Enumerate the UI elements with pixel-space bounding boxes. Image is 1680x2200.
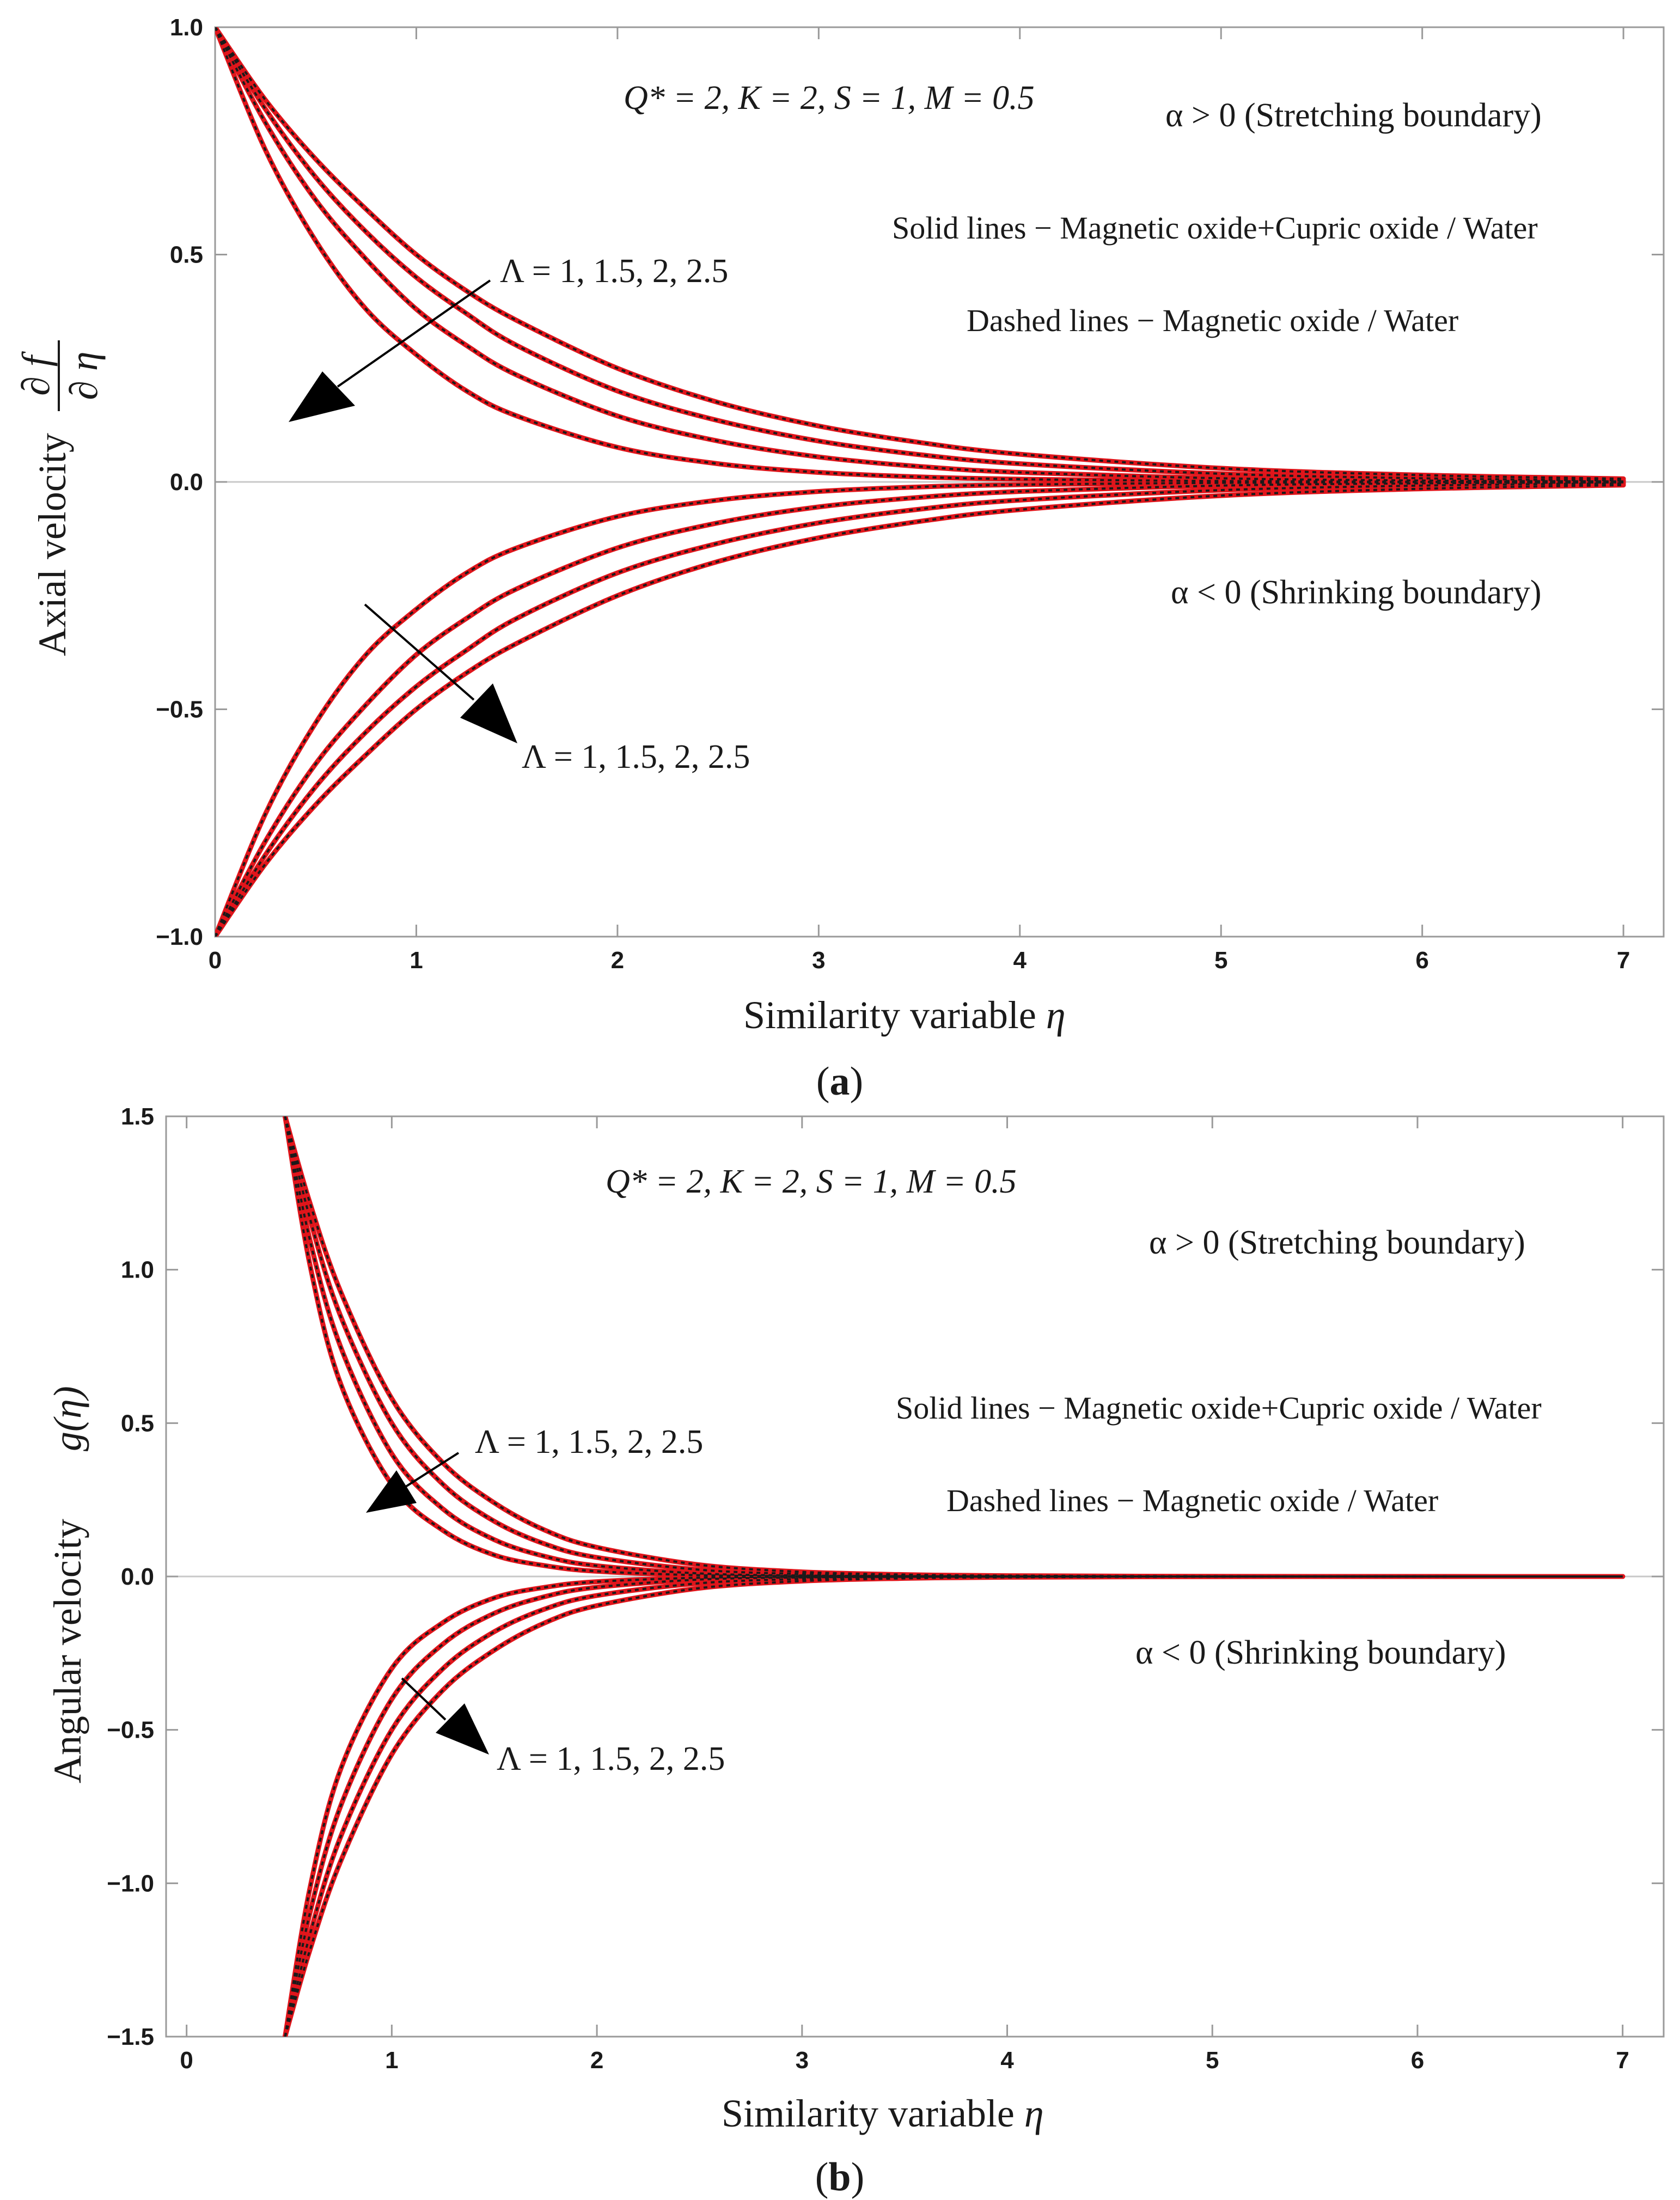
shrinking-label-a: α < 0 (Shrinking boundary) bbox=[1171, 574, 1542, 611]
x-tick-label: 1 bbox=[410, 947, 423, 974]
x-tick-label: 4 bbox=[1000, 2047, 1014, 2074]
solid-curve-shrinking-lambda-2 bbox=[215, 481, 1626, 937]
x-tick-label: 7 bbox=[1617, 947, 1630, 974]
stretching-label-a: α > 0 (Stretching boundary) bbox=[1165, 97, 1542, 134]
params-label-b: Q* = 2, K = 2, S = 1, M = 0.5 bbox=[606, 1163, 1017, 1200]
x-tick-label: 0 bbox=[209, 947, 222, 974]
y-tick-label: −0.5 bbox=[107, 1717, 154, 1744]
curves-a bbox=[215, 27, 1626, 937]
dashed-curve-stretching-lambda-2 bbox=[215, 27, 1624, 482]
panel-label-b: (b) bbox=[815, 2155, 864, 2199]
panel-b: 0 1 2 3 4 5 6 7 −1.5 −1.0 −0.5 0.0 0.5 1.0 1.5 Q* = 2,… bbox=[46, 1103, 1665, 2199]
svg-text:g(η): g(η) bbox=[46, 1386, 89, 1451]
dashed-curve-shrinking-lambda-1 bbox=[284, 1575, 1623, 2037]
y-tick-label: −1.5 bbox=[107, 2024, 154, 2050]
y-tick-label: 1.0 bbox=[121, 1257, 154, 1284]
x-tick-label: 0 bbox=[180, 2047, 193, 2074]
dashed-curve-shrinking-lambda-1 bbox=[215, 481, 1624, 937]
panel-a: 0 1 2 3 4 5 6 7 −1.0 −0.5 0.0 0.5 1.0 Q* = 2, K = 2,… bbox=[14, 14, 1665, 1104]
solid-legend-b: Solid lines − Magnetic oxide+Cupric oxid… bbox=[896, 1390, 1542, 1426]
dashed-curve-stretching-lambda-1 bbox=[215, 27, 1624, 483]
lambda-label-lower-a: Λ = 1, 1.5, 2, 2.5 bbox=[522, 738, 750, 775]
dashed-curve-shrinking-lambda-1_5 bbox=[215, 481, 1624, 937]
dashed-curve-shrinking-lambda-2 bbox=[215, 482, 1624, 937]
shrinking-label-b: α < 0 (Shrinking boundary) bbox=[1135, 1634, 1506, 1671]
x-tick-label: 5 bbox=[1214, 947, 1227, 974]
y-tick-label: 0.0 bbox=[170, 469, 203, 496]
arrow-upper-b bbox=[366, 1452, 460, 1513]
dashed-legend-b: Dashed lines − Magnetic oxide / Water bbox=[946, 1483, 1438, 1518]
x-tick-label: 3 bbox=[796, 2047, 809, 2074]
dashed-curve-stretching-lambda-1_5 bbox=[215, 27, 1624, 483]
dashed-legend-a: Dashed lines − Magnetic oxide / Water bbox=[967, 303, 1458, 338]
svg-text:∂ η: ∂ η bbox=[62, 351, 106, 400]
x-tick-label: 7 bbox=[1616, 2047, 1629, 2074]
x-tick-label: 6 bbox=[1411, 2047, 1424, 2074]
y-axis-label-b: Angular velocity g(η) bbox=[46, 1386, 89, 1783]
svg-text:Angular velocity: Angular velocity bbox=[46, 1519, 89, 1783]
x-axis-label-b: Similarity variable η bbox=[722, 2092, 1044, 2135]
y-tick-label: −1.0 bbox=[107, 1870, 154, 1897]
x-tick-label: 5 bbox=[1206, 2047, 1219, 2074]
lambda-label-upper-a: Λ = 1, 1.5, 2, 2.5 bbox=[500, 253, 728, 290]
y-tick-label: 0.0 bbox=[121, 1563, 154, 1590]
solid-curve-shrinking-lambda-1_5 bbox=[215, 480, 1626, 937]
y-tick-label: −0.5 bbox=[156, 696, 203, 723]
y-tick-label: 1.5 bbox=[121, 1103, 154, 1130]
arrow-lower-a bbox=[364, 603, 517, 743]
stretching-label-b: α > 0 (Stretching boundary) bbox=[1149, 1224, 1525, 1261]
x-tick-label: 3 bbox=[812, 947, 825, 974]
y-tick-label: 0.5 bbox=[170, 242, 203, 268]
y-axis-label-a: Axial velocity ∂ f ∂ η bbox=[14, 340, 106, 656]
y-tick-label: −1.0 bbox=[156, 924, 203, 950]
lambda-label-lower-b: Λ = 1, 1.5, 2, 2.5 bbox=[497, 1740, 725, 1777]
dashed-curve-stretching-lambda-1 bbox=[284, 1116, 1623, 1578]
x-axis-label-a: Similarity variable η bbox=[743, 993, 1066, 1037]
x-tick-label: 1 bbox=[385, 2047, 398, 2074]
dashed-curve-stretching-lambda-2 bbox=[284, 1116, 1623, 1578]
x-tick-label: 4 bbox=[1013, 947, 1027, 974]
x-tick-label: 2 bbox=[590, 2047, 603, 2074]
svg-text:Axial velocity: Axial velocity bbox=[30, 433, 74, 656]
params-label-a: Q* = 2, K = 2, S = 1, M = 0.5 bbox=[624, 80, 1035, 117]
dashed-curve-shrinking-lambda-2 bbox=[284, 1575, 1623, 2037]
axis-ticks-a: 0 1 2 3 4 5 6 7 −1.0 −0.5 0.0 0.5 1.0 bbox=[156, 14, 1664, 974]
y-tick-label: 1.0 bbox=[170, 14, 203, 41]
dashed-curve-stretching-lambda-2_5 bbox=[215, 27, 1624, 480]
x-tick-label: 6 bbox=[1415, 947, 1428, 974]
dashed-curve-stretching-lambda-1_5 bbox=[284, 1116, 1623, 1578]
solid-curve-shrinking-lambda-2_5 bbox=[215, 482, 1626, 937]
arrow-lower-b bbox=[401, 1677, 489, 1755]
svg-text:∂ f: ∂ f bbox=[14, 351, 58, 396]
panel-label-a: (a) bbox=[816, 1059, 863, 1104]
x-tick-label: 2 bbox=[611, 947, 624, 974]
y-tick-label: 0.5 bbox=[121, 1410, 154, 1437]
lambda-label-upper-b: Λ = 1, 1.5, 2, 2.5 bbox=[475, 1423, 703, 1460]
solid-legend-a: Solid lines − Magnetic oxide+Cupric oxid… bbox=[892, 210, 1538, 246]
curves-b bbox=[283, 1116, 1626, 2037]
solid-curve-shrinking-lambda-1 bbox=[215, 479, 1626, 937]
arrow-upper-a bbox=[289, 279, 491, 422]
dashed-curve-shrinking-lambda-1_5 bbox=[284, 1575, 1623, 2037]
dashed-curve-shrinking-lambda-2_5 bbox=[215, 484, 1624, 937]
